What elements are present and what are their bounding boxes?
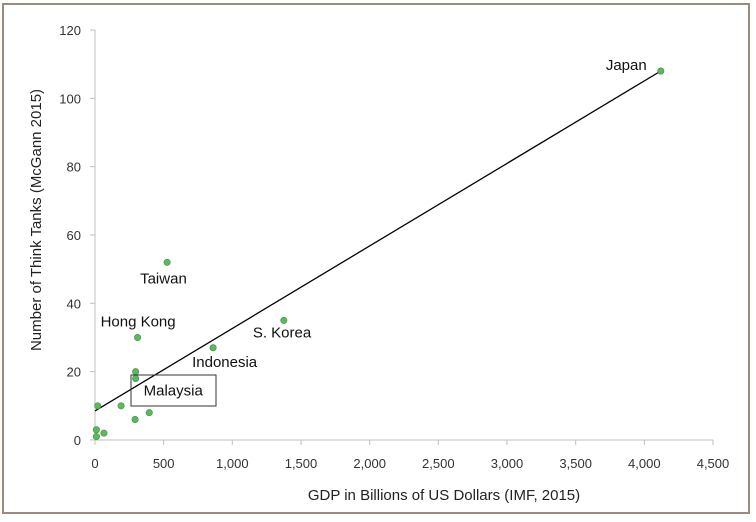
trendline-group bbox=[94, 70, 662, 412]
data-point bbox=[117, 402, 125, 410]
point-label: Malaysia bbox=[144, 383, 204, 400]
x-tick-label: 4,000 bbox=[628, 456, 661, 471]
x-tick-label: 2,000 bbox=[353, 456, 386, 471]
data-point bbox=[92, 433, 100, 441]
x-tick-label: 2,500 bbox=[422, 456, 455, 471]
data-point bbox=[657, 67, 665, 75]
y-tick-label: 120 bbox=[59, 23, 81, 38]
y-axis-title: Number of Think Tanks (McGann 2015) bbox=[28, 89, 45, 351]
data-point bbox=[131, 415, 139, 423]
data-point bbox=[132, 368, 140, 376]
point-labels-group: Japan Taiwan Hong Kong S. Korea Indonesia Mal… bbox=[101, 57, 647, 407]
axes: 0 500 1,000 1,500 2,000 2,500 3,000 3,500 4,000 4… bbox=[59, 23, 729, 471]
point-label: Hong Kong bbox=[101, 314, 176, 331]
chart-frame bbox=[2, 3, 750, 514]
x-tick-label: 3,500 bbox=[559, 456, 592, 471]
data-point bbox=[145, 409, 153, 417]
y-tick-label: 40 bbox=[67, 296, 81, 311]
x-tick-label: 1,000 bbox=[216, 456, 249, 471]
points-group bbox=[92, 67, 665, 441]
x-tick-label: 0 bbox=[91, 456, 98, 471]
y-tick-label: 60 bbox=[67, 228, 81, 243]
y-tick-label: 80 bbox=[67, 160, 81, 175]
x-tick-label: 3,000 bbox=[491, 456, 524, 471]
data-point bbox=[94, 402, 102, 410]
data-point bbox=[280, 316, 288, 324]
x-tick-label: 1,500 bbox=[285, 456, 318, 471]
x-tick-label: 500 bbox=[153, 456, 175, 471]
data-point bbox=[132, 374, 140, 382]
data-point bbox=[100, 429, 108, 437]
point-label: Japan bbox=[606, 57, 647, 74]
trendline bbox=[94, 70, 662, 412]
y-tick-label: 20 bbox=[67, 365, 81, 380]
point-label: S. Korea bbox=[253, 324, 312, 341]
point-label: Taiwan bbox=[140, 270, 187, 287]
data-point bbox=[163, 258, 171, 266]
y-tick-label: 100 bbox=[59, 91, 81, 106]
point-label: Indonesia bbox=[192, 354, 258, 371]
data-point bbox=[134, 333, 142, 341]
data-point bbox=[92, 426, 100, 434]
x-axis-title: GDP in Billions of US Dollars (IMF, 2015… bbox=[308, 487, 580, 504]
malaysia-label-box bbox=[130, 374, 217, 407]
y-tick-label: 0 bbox=[74, 433, 81, 448]
data-point bbox=[209, 344, 217, 352]
x-tick-label: 4,500 bbox=[697, 456, 730, 471]
